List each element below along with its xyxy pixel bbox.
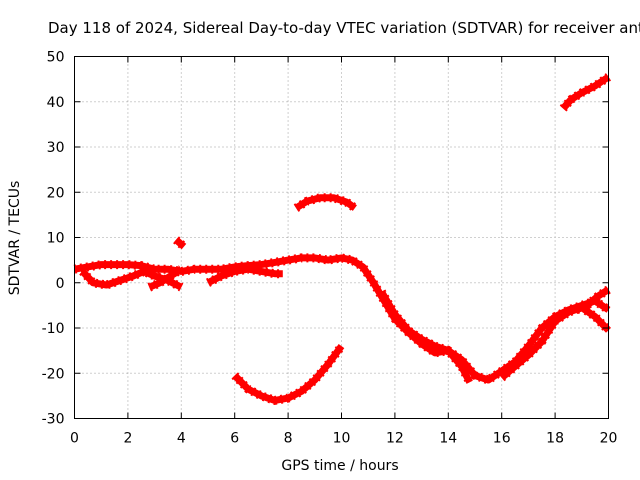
y-tick-labels: -30 -20 -10 0 10 20 30 40 50 bbox=[42, 50, 65, 428]
series-hatch bbox=[147, 265, 184, 292]
x-tick-label: 6 bbox=[230, 431, 239, 447]
series-hatch bbox=[205, 264, 283, 287]
x-tick-label: 14 bbox=[439, 431, 457, 447]
y-tick-label: 50 bbox=[47, 50, 65, 66]
series-fan-19-20 bbox=[574, 285, 611, 315]
series-hatch bbox=[173, 236, 187, 251]
y-tick-label: 10 bbox=[47, 231, 65, 247]
series-arch-9h bbox=[293, 193, 358, 212]
x-tick-label: 20 bbox=[600, 431, 618, 447]
series-hatch bbox=[377, 289, 474, 385]
y-tick-label: 30 bbox=[47, 140, 65, 156]
y-tick-label: 20 bbox=[47, 185, 65, 201]
series-rise-16-18 bbox=[498, 302, 612, 382]
series-crossing-11-14 bbox=[377, 289, 474, 385]
y-tick-label: -20 bbox=[42, 366, 65, 382]
y-axis-label: SDTVAR / TECUs bbox=[7, 181, 23, 296]
series-line bbox=[560, 73, 611, 111]
x-axis-label: GPS time / hours bbox=[281, 458, 398, 474]
x-tick-label: 2 bbox=[123, 431, 132, 447]
y-tick-label: -30 bbox=[42, 412, 65, 428]
series-bowl-6-10 bbox=[231, 343, 346, 406]
x-tick-label: 10 bbox=[333, 431, 351, 447]
y-tick-label: 0 bbox=[56, 276, 65, 292]
series-dip-2-4 bbox=[147, 265, 184, 292]
y-tick-label: 40 bbox=[47, 95, 65, 111]
x-tick-label: 12 bbox=[386, 431, 404, 447]
series-hatch bbox=[559, 73, 612, 112]
series-segment-5-8 bbox=[205, 264, 283, 287]
x-tick-label: 4 bbox=[177, 431, 186, 447]
chart-title: Day 118 of 2024, Sidereal Day-to-day VTE… bbox=[48, 19, 640, 37]
series-hatch bbox=[231, 343, 346, 406]
series-hatch bbox=[574, 285, 611, 315]
x-tick-label: 0 bbox=[70, 431, 79, 447]
series-line bbox=[73, 254, 611, 384]
grid bbox=[74, 56, 609, 419]
ticks bbox=[74, 56, 609, 419]
x-tick-label: 18 bbox=[546, 431, 564, 447]
series-hatch bbox=[293, 193, 358, 212]
series-top-right bbox=[559, 73, 612, 112]
x-tick-label: 16 bbox=[493, 431, 511, 447]
series-hatch bbox=[498, 302, 612, 382]
x-tick-labels: 0 2 4 6 8 10 12 14 16 18 20 bbox=[70, 431, 617, 447]
series-upper-band bbox=[73, 253, 612, 385]
x-tick-label: 8 bbox=[284, 431, 293, 447]
series-short-4h bbox=[173, 236, 187, 251]
y-tick-label: -10 bbox=[42, 321, 65, 337]
series-layer bbox=[73, 73, 612, 406]
